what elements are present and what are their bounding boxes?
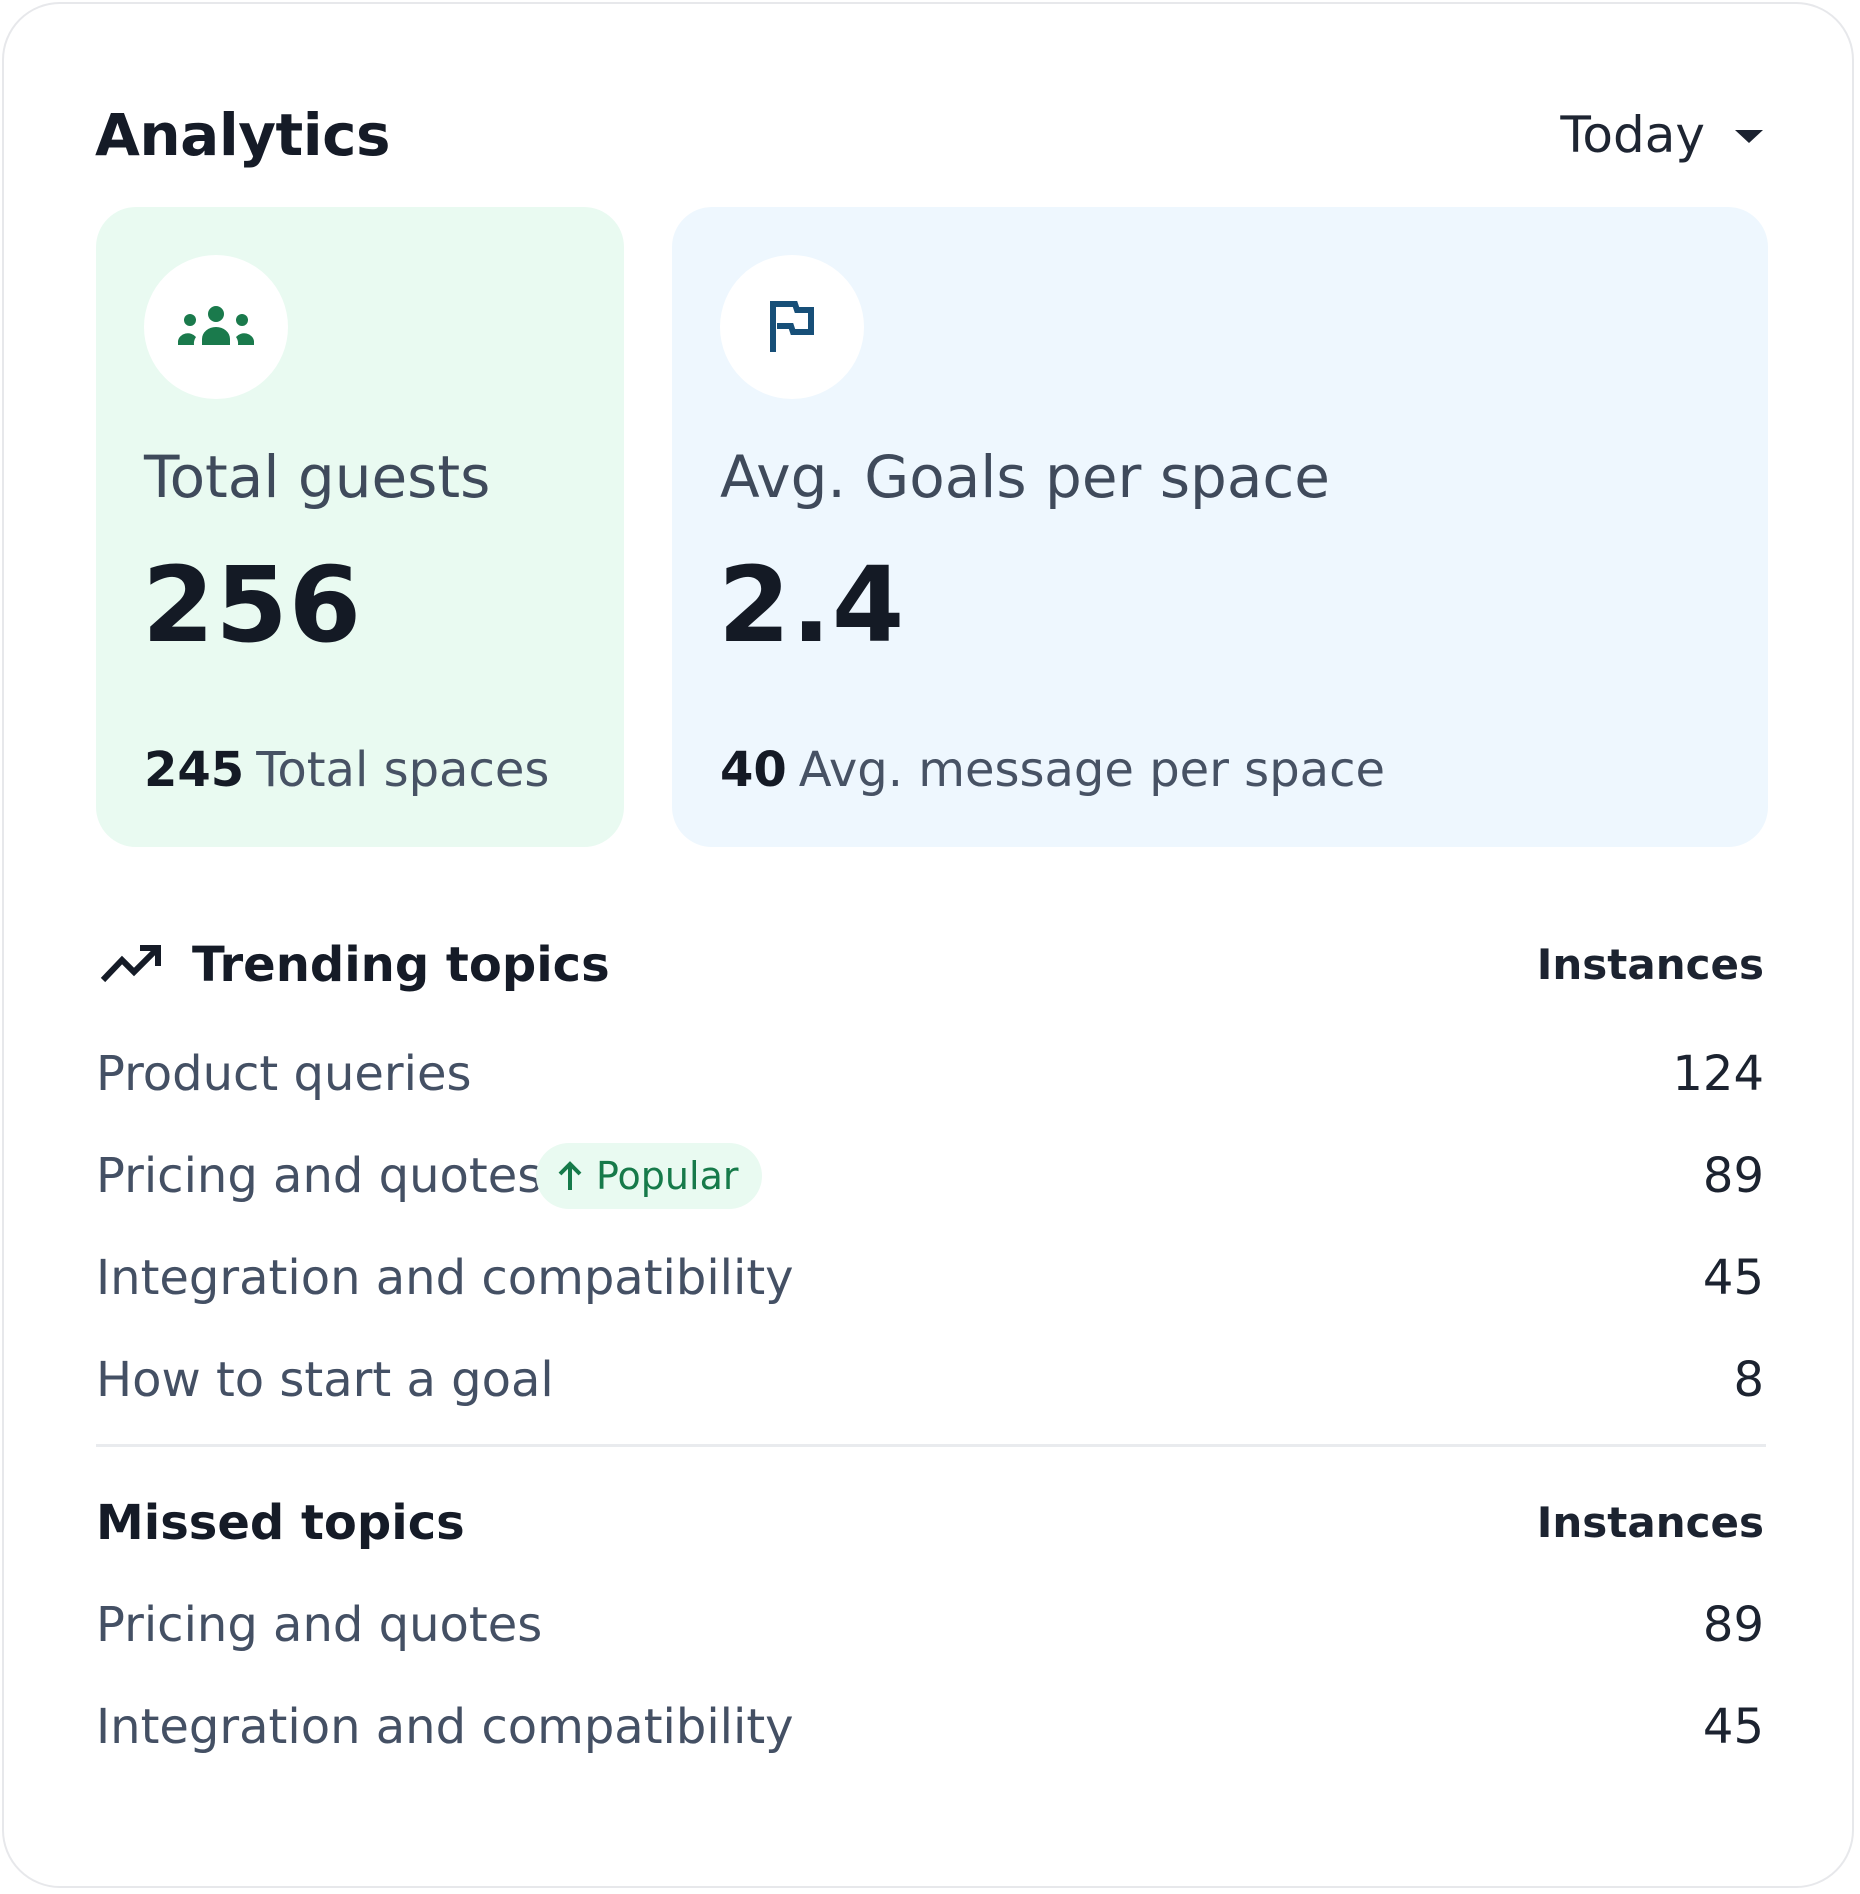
avg-message-summary: 40 Avg. message per space [720,735,1385,805]
popular-badge: Popular [536,1143,763,1209]
topic-instances: 89 [1702,1148,1764,1204]
total-spaces-value: 245 [144,742,245,798]
topic-label: Pricing and quotes [96,1148,543,1204]
missed-instances-header: Instances [1536,1498,1764,1547]
avg-goals-card: Avg. Goals per space 2.4 40 Avg. message … [672,207,1768,847]
avg-message-value: 40 [720,742,787,798]
list-item[interactable]: Integration and compatibility 45 [96,1227,1764,1329]
trending-instances-header: Instances [1536,940,1764,989]
avg-goals-value: 2.4 [718,544,906,666]
topic-label: Integration and compatibility [96,1699,794,1755]
total-guests-label: Total guests [144,443,491,511]
list-item[interactable]: Pricing and quotes 89 [96,1574,1764,1676]
topic-label: Product queries [96,1046,472,1102]
missed-topics-header: Missed topics Instances [96,1488,1764,1558]
topic-label: Pricing and quotes [96,1597,543,1653]
list-item[interactable]: How to start a goal 8 [96,1329,1764,1431]
list-item[interactable]: Integration and compatibility 45 [96,1676,1764,1778]
arrow-up-icon [558,1161,582,1190]
trending-topics-list: Product queries 124 Pricing and quotes P… [96,1023,1764,1431]
avg-goals-label: Avg. Goals per space [720,443,1330,511]
topic-instances: 89 [1702,1597,1764,1653]
page-title: Analytics [95,101,391,169]
topic-instances: 45 [1702,1250,1764,1306]
list-item[interactable]: Pricing and quotes Popular 89 [96,1125,1764,1227]
topic-label: Integration and compatibility [96,1250,794,1306]
avg-message-label: Avg. message per space [798,742,1385,798]
period-label: Today [1560,106,1705,164]
missed-topics-list: Pricing and quotes 89 Integration and co… [96,1574,1764,1778]
guests-icon-badge [144,255,288,399]
trending-topics-header: Trending topics Instances [96,930,1764,1000]
total-guests-value: 256 [142,544,363,666]
flag-icon [770,301,814,352]
section-divider [96,1444,1766,1447]
goals-icon-badge [720,255,864,399]
missed-topics-title: Missed topics [96,1495,465,1551]
caret-down-icon [1735,129,1763,143]
total-spaces-summary: 245 Total spaces [144,735,549,805]
total-guests-card: Total guests 256 245 Total spaces [96,207,624,847]
badge-label: Popular [596,1154,739,1198]
trending-topics-title: Trending topics [192,937,610,993]
topic-instances: 45 [1702,1699,1764,1755]
topic-instances: 8 [1733,1352,1764,1408]
analytics-header: Analytics Today [95,95,1765,175]
list-item[interactable]: Product queries 124 [96,1023,1764,1125]
group-icon [178,306,254,345]
trending-up-icon [100,945,161,983]
topic-instances: 124 [1672,1046,1764,1102]
total-spaces-label: Total spaces [256,742,550,798]
period-dropdown[interactable]: Today [1560,95,1763,175]
topic-label: How to start a goal [96,1352,554,1408]
